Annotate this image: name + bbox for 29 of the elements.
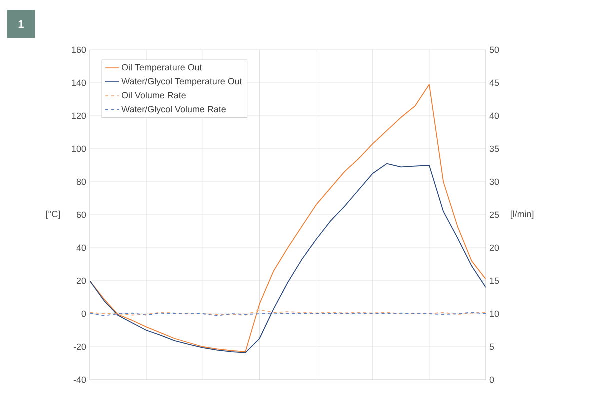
y-tick-label: -20 (74, 344, 86, 350)
legend-label: Water/Glycol Volume Rate (122, 106, 226, 114)
legend-label: Oil Temperature Out (122, 64, 202, 72)
y2-tick-label: 25 (490, 212, 500, 218)
y2-axis-title: [l/min] (510, 210, 534, 220)
y-tick-label: -40 (74, 376, 86, 384)
y-axis-title: [°C] (46, 210, 60, 220)
y-tick-label: 160 (72, 46, 86, 54)
y-tick-label: 120 (72, 112, 86, 120)
y2-tick-label: 40 (490, 112, 500, 120)
y2-tick-label: 45 (490, 80, 500, 86)
y2-tick-label: 15 (490, 278, 500, 284)
y-tick-label: 60 (76, 212, 86, 218)
y-tick-label: 80 (76, 178, 86, 186)
y2-tick-label: 10 (490, 310, 500, 318)
y2-tick-label: 35 (490, 146, 500, 152)
y2-tick-label: 30 (490, 178, 500, 186)
legend-label: Water/Glycol Temperature Out (122, 78, 242, 86)
y-tick-label: 140 (72, 80, 86, 86)
y2-tick-label: 5 (490, 344, 494, 350)
y-tick-label: 0 (82, 310, 86, 318)
y-tick-label: 20 (76, 278, 86, 284)
y-tick-label: 40 (76, 244, 86, 252)
y2-tick-label: 0 (490, 376, 494, 384)
legend-label: Oil Volume Rate (122, 92, 186, 99)
y-tick-label: 100 (72, 146, 86, 152)
text: 1 (18, 20, 24, 28)
y2-tick-label: 20 (490, 244, 500, 252)
y2-tick-label: 50 (490, 46, 500, 54)
